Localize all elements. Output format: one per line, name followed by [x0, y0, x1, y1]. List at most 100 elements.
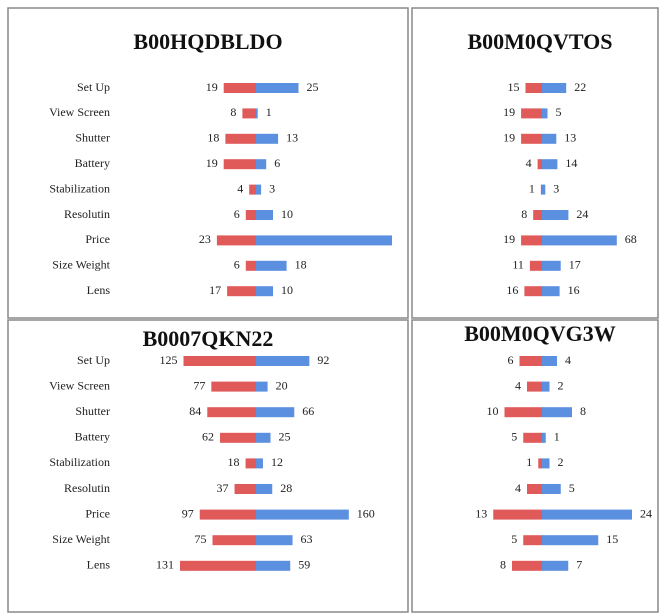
category-label: View Screen — [49, 378, 110, 392]
bar — [256, 458, 263, 469]
value-label: 22 — [574, 80, 586, 94]
panel-border — [7, 319, 409, 613]
category-label: View Screen — [49, 105, 110, 119]
category-label: Shutter — [75, 131, 110, 145]
bar — [542, 260, 561, 271]
value-label: 14 — [565, 156, 577, 170]
value-label: 19 — [206, 156, 218, 170]
bar — [542, 286, 560, 297]
bar — [249, 184, 256, 195]
value-label: 6 — [274, 156, 280, 170]
bar — [527, 381, 542, 392]
value-label: 3 — [269, 181, 275, 195]
bar — [538, 458, 542, 469]
category-label: Lens — [87, 283, 111, 297]
value-label: 19 — [503, 232, 515, 246]
bar — [256, 286, 273, 297]
category-label: Price — [85, 506, 110, 520]
value-label: 15 — [508, 80, 520, 94]
value-label: 10 — [487, 404, 499, 418]
bar — [519, 356, 542, 366]
chart-title: B00HQDBLDO — [133, 29, 282, 54]
value-label: 66 — [302, 404, 314, 418]
value-label: 5 — [511, 430, 517, 444]
bar — [256, 235, 392, 246]
bar — [521, 133, 542, 144]
bar — [524, 286, 542, 297]
value-label: 2 — [558, 455, 564, 469]
value-label: 2 — [558, 378, 564, 392]
bar — [256, 184, 262, 195]
value-label: 19 — [503, 131, 515, 145]
bar — [256, 407, 295, 418]
bar — [542, 133, 557, 144]
bar — [227, 286, 256, 297]
panel-border — [411, 319, 659, 613]
bar — [542, 484, 561, 494]
bar — [234, 484, 256, 494]
bar — [542, 235, 617, 246]
chart-title: B00M0QVTOS — [467, 29, 612, 54]
value-label: 24 — [576, 207, 588, 221]
bar — [256, 210, 273, 220]
value-label: 6 — [508, 353, 514, 367]
bar — [542, 407, 572, 418]
category-label: Stabilization — [49, 181, 110, 195]
bar — [542, 458, 550, 469]
bar — [223, 159, 256, 170]
value-label: 16 — [506, 283, 518, 297]
value-label: 15 — [606, 532, 618, 546]
bar — [225, 133, 256, 144]
bar — [529, 260, 542, 271]
bar — [542, 184, 546, 195]
bar — [220, 432, 256, 443]
bar — [223, 83, 256, 93]
value-label: 10 — [281, 283, 293, 297]
value-label: 8 — [500, 558, 506, 572]
bar — [493, 509, 542, 520]
value-label: 131 — [156, 558, 174, 572]
value-label: 3 — [553, 181, 559, 195]
value-label: 17 — [569, 258, 581, 272]
value-label: 7 — [576, 558, 582, 572]
value-label: 4 — [515, 378, 521, 392]
bar — [521, 235, 542, 246]
category-label: Set Up — [77, 353, 110, 367]
bar — [540, 184, 542, 195]
value-label: 13 — [564, 131, 576, 145]
value-label: 25 — [279, 430, 291, 444]
bar — [512, 560, 542, 571]
bar — [207, 407, 256, 418]
value-label: 17 — [209, 283, 221, 297]
value-label: 13 — [475, 506, 487, 520]
category-label: Lens — [87, 558, 111, 572]
value-label: 12 — [271, 455, 283, 469]
bar — [542, 535, 599, 546]
value-label: 11 — [512, 258, 524, 272]
bar — [533, 210, 542, 220]
bar — [199, 509, 256, 520]
bar — [542, 560, 569, 571]
bar — [256, 484, 273, 494]
bar — [542, 509, 632, 520]
value-label: 1 — [554, 430, 560, 444]
value-label: 62 — [202, 430, 214, 444]
value-label: 97 — [182, 506, 194, 520]
category-label: Shutter — [75, 404, 110, 418]
bar — [256, 381, 268, 392]
bar — [504, 407, 542, 418]
bar — [256, 108, 258, 119]
value-label: 1 — [526, 455, 532, 469]
bar — [542, 381, 550, 392]
value-label: 125 — [160, 353, 178, 367]
value-label: 20 — [276, 378, 288, 392]
bar — [542, 356, 557, 366]
value-label: 5 — [511, 532, 517, 546]
value-label: 6 — [234, 258, 240, 272]
category-label: Battery — [75, 430, 110, 444]
bar — [527, 484, 542, 494]
value-label: 10 — [281, 207, 293, 221]
category-label: Size Weight — [52, 258, 110, 272]
chart-title: B0007QKN22 — [143, 326, 274, 351]
